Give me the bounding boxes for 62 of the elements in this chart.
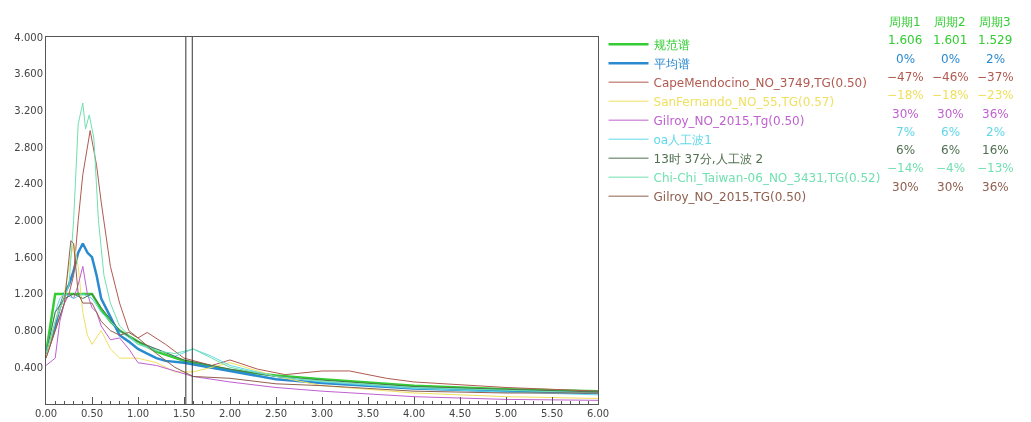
- y-tick-label: 1.200: [14, 288, 43, 300]
- text: 6%: [941, 125, 961, 139]
- text: 0%: [896, 52, 916, 66]
- x-tick-label: 6.00: [586, 408, 610, 419]
- text: 30%: [937, 107, 964, 121]
- x-tick-label: 2.00: [218, 408, 242, 419]
- text: −18%: [887, 88, 924, 102]
- legend-label: SanFernando_NO_55,TG(0.57): [653, 94, 835, 109]
- x-tick-label: 0.00: [34, 408, 58, 419]
- text: 1.529: [978, 33, 1013, 47]
- legend-label: Chi-Chi_Taiwan-06_NO_3431,TG(0.52): [653, 170, 881, 185]
- text: 周期3: [979, 15, 1011, 29]
- text: 6%: [896, 143, 916, 157]
- y-tick-label: 4.000: [14, 31, 43, 43]
- y-tick-label: 0.400: [14, 361, 43, 373]
- legend-label: CapeMendocino_NO_3749,TG(0.50): [653, 75, 867, 90]
- y-tick-label: 3.200: [14, 104, 43, 116]
- text: 30%: [892, 180, 919, 194]
- text: 16%: [982, 143, 1009, 157]
- text: −14%: [887, 161, 924, 175]
- y-tick-label: 2.800: [14, 141, 43, 153]
- x-tick-label: 3.00: [310, 408, 334, 419]
- legend-label: 13时 37分,人工波 2: [653, 151, 764, 166]
- text: 30%: [937, 180, 964, 194]
- x-tick-label: 5.00: [494, 408, 518, 419]
- text: 36%: [982, 107, 1009, 121]
- text: 30%: [892, 107, 919, 121]
- legend-label: oa人工波1: [653, 132, 712, 147]
- text: −13%: [977, 161, 1014, 175]
- y-tick-label: 2.000: [14, 215, 43, 226]
- x-tick-label: 4.00: [402, 408, 426, 419]
- x-tick-label: 5.50: [540, 408, 564, 419]
- text: 周期2: [934, 15, 966, 29]
- text: −4%: [936, 161, 966, 175]
- legend-label: 平均谱: [653, 56, 690, 71]
- y-tick-label: 2.400: [14, 178, 43, 190]
- text: −47%: [887, 70, 924, 84]
- legend-label: Gilroy_NO_2015,TG(0.50): [653, 189, 807, 204]
- x-tick-label: 1.00: [126, 408, 150, 419]
- text: 36%: [982, 180, 1009, 194]
- legend-label: Gilroy_NO_2015,Tg(0.50): [653, 113, 805, 128]
- text: 0%: [941, 52, 961, 66]
- text: 1.606: [888, 33, 923, 47]
- text: 2%: [986, 52, 1006, 66]
- text: −23%: [977, 88, 1014, 102]
- legend-label: 规范谱: [653, 37, 690, 52]
- x-tick-label: 0.50: [80, 408, 104, 419]
- x-tick-label: 3.50: [356, 408, 380, 419]
- text: 7%: [896, 125, 916, 139]
- x-tick-label: 4.50: [448, 408, 472, 419]
- text: −18%: [932, 88, 969, 102]
- x-tick-label: 2.50: [264, 408, 288, 419]
- y-tick-label: 0.800: [14, 325, 43, 337]
- y-tick-label: 3.600: [14, 68, 43, 80]
- x-tick-label: 1.50: [172, 408, 196, 419]
- text: 2%: [986, 125, 1006, 139]
- text: 6%: [941, 143, 961, 157]
- text: 1.601: [933, 33, 968, 47]
- y-tick-label: 1.600: [14, 251, 43, 263]
- text: −46%: [932, 70, 969, 84]
- text: −37%: [977, 70, 1014, 84]
- text: 周期1: [889, 15, 921, 29]
